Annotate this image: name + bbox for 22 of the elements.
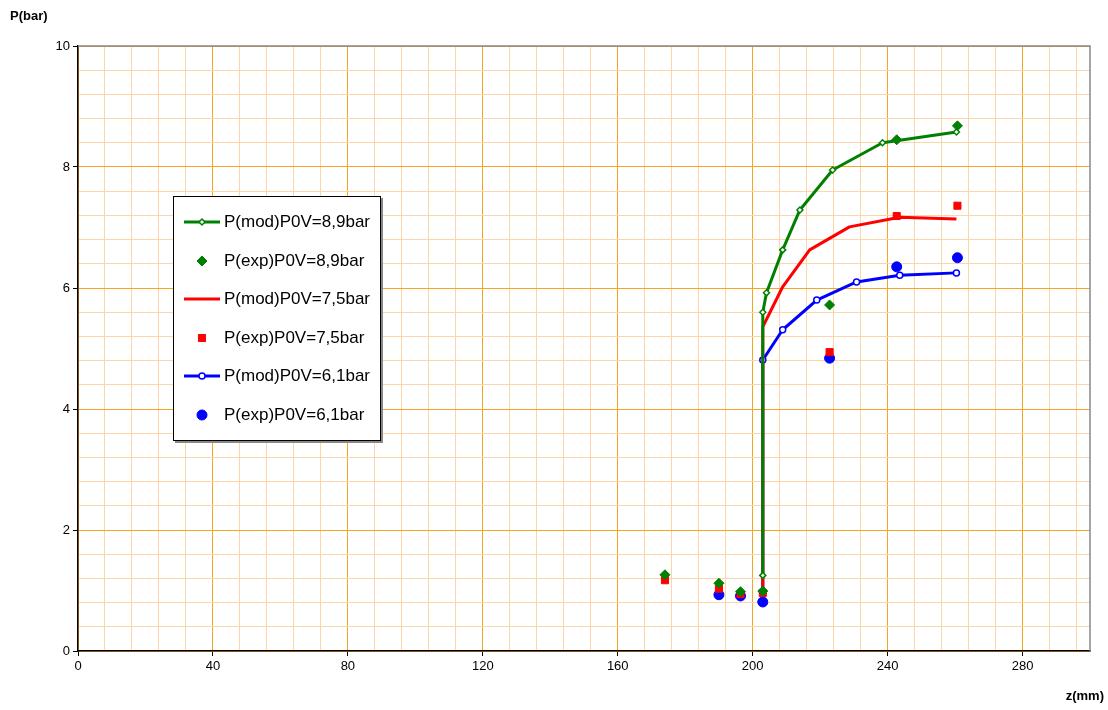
legend-label: P(mod)P0V=8,9bar: [224, 212, 370, 233]
x-tick-label: 40: [205, 658, 221, 674]
legend-label: P(mod)P0V=6,1bar: [224, 366, 370, 387]
legend-label: P(exp)P0V=7,5bar: [224, 327, 365, 348]
legend-label: P(exp)P0V=6,1bar: [224, 404, 365, 425]
x-tick-label: 160: [606, 658, 629, 674]
x-tick-label: 240: [876, 658, 899, 674]
legend-label: P(mod)P0V=7,5bar: [224, 289, 370, 310]
y-tick-label: 4: [62, 400, 70, 416]
y-tick-label: 8: [62, 158, 70, 174]
x-axis-title: z(mm): [1065, 688, 1104, 703]
y-tick-label: 0: [62, 642, 70, 658]
y-tick-label: 6: [62, 279, 70, 295]
x-tick-label: 280: [1011, 658, 1034, 674]
y-tick-label: 2: [62, 521, 70, 537]
y-axis-title: P(bar): [10, 8, 48, 23]
x-tick-label: 0: [74, 658, 82, 674]
legend-label: P(exp)P0V=8,9bar: [224, 250, 365, 271]
x-tick-label: 80: [340, 658, 356, 674]
x-tick-label: 200: [741, 658, 764, 674]
x-tick-label: 120: [471, 658, 494, 674]
y-tick-label: 10: [55, 37, 70, 53]
